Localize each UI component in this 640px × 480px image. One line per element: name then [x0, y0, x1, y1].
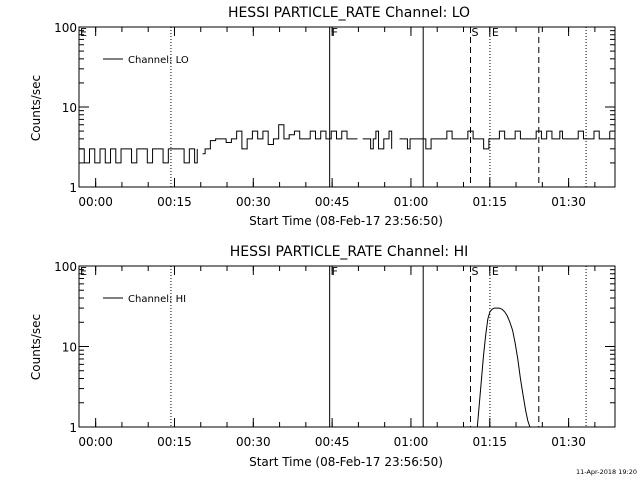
chart-title: HESSI PARTICLE_RATE Channel: LO — [228, 5, 470, 21]
x-tick-label: 00:30 — [236, 195, 271, 209]
y-tick-label: 100 — [54, 21, 77, 35]
series-line — [562, 130, 611, 140]
axis-ticks — [79, 265, 615, 428]
axis-ticks — [79, 26, 615, 188]
x-axis-label: Start Time (08-Feb-17 23:56:50) — [249, 455, 443, 469]
x-tick-label: 01:30 — [551, 195, 586, 209]
y-tick-label: 10 — [62, 101, 77, 115]
panel-lo: HESSI PARTICLE_RATE Channel: LO Counts/s… — [29, 5, 616, 228]
legend-label: Channel: LO — [128, 55, 189, 66]
marker-label: S — [471, 265, 478, 278]
marker-label: E — [492, 265, 499, 278]
legend: Channel: HI — [103, 294, 186, 305]
tick-labels: 00:00 00:15 00:30 00:45 01:00 01:15 01:30 1 10 10… — [54, 260, 586, 449]
series-line — [476, 307, 531, 428]
y-axis-label: Counts/sec — [29, 75, 43, 141]
marker-label: E — [80, 26, 87, 39]
y-tick-label: 1 — [69, 181, 77, 195]
x-tick-label: 01:15 — [472, 195, 507, 209]
series-line — [79, 148, 198, 164]
x-tick-label: 00:00 — [78, 195, 113, 209]
marker-label: S — [471, 26, 478, 39]
y-tick-label: 100 — [54, 260, 77, 274]
series-line — [399, 130, 563, 150]
x-tick-label: 00:15 — [157, 195, 192, 209]
footer-timestamp: 11-Apr-2018 19:20 — [576, 468, 637, 476]
series-line — [362, 130, 393, 150]
tick-labels: 00:00 00:15 00:30 00:45 01:00 01:15 01:30 1 10 10… — [54, 21, 586, 209]
panel-hi: HESSI PARTICLE_RATE Channel: HI Counts/s… — [29, 244, 616, 469]
x-tick-label: 01:15 — [472, 435, 507, 449]
marker-label: F — [332, 26, 338, 39]
series-line — [202, 124, 358, 155]
legend: Channel: LO — [103, 55, 189, 66]
x-tick-label: 01:30 — [551, 435, 586, 449]
plot-frame — [78, 26, 616, 188]
data-series — [476, 307, 531, 428]
marker-label: E — [80, 265, 87, 278]
x-tick-label: 01:00 — [394, 195, 429, 209]
x-tick-label: 00:00 — [78, 435, 113, 449]
x-tick-label: 00:30 — [236, 435, 271, 449]
x-tick-label: 01:00 — [394, 435, 429, 449]
y-tick-label: 1 — [69, 421, 77, 435]
y-axis-label: Counts/sec — [29, 314, 43, 380]
x-tick-label: 00:45 — [315, 195, 350, 209]
x-axis-label: Start Time (08-Feb-17 23:56:50) — [249, 214, 443, 228]
x-tick-label: 00:45 — [315, 435, 350, 449]
marker-label: F — [332, 265, 338, 278]
legend-label: Channel: HI — [128, 294, 186, 305]
y-tick-label: 10 — [62, 341, 77, 355]
plot-frame — [78, 265, 616, 428]
data-series — [79, 124, 611, 164]
marker-label: E — [492, 26, 499, 39]
x-tick-label: 00:15 — [157, 435, 192, 449]
chart-title: HESSI PARTICLE_RATE Channel: HI — [230, 244, 468, 260]
